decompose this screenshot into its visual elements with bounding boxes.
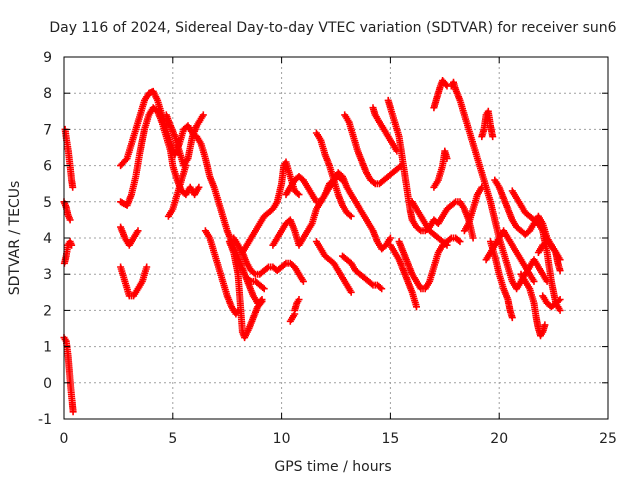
x-tick-label: 10 <box>273 431 291 447</box>
y-tick-label: 4 <box>43 231 52 247</box>
series-s20 <box>312 238 355 296</box>
series-markers <box>430 147 451 191</box>
series-s14 <box>238 158 303 256</box>
series-markers <box>508 187 564 314</box>
y-tick-label: 1 <box>43 340 52 356</box>
series-markers <box>291 296 303 314</box>
y-tick-label: 7 <box>43 122 52 138</box>
y-tick-label: 0 <box>43 376 52 392</box>
series-markers <box>395 234 464 293</box>
series-s15 <box>243 274 268 293</box>
series-s37 <box>508 187 564 314</box>
series-markers <box>408 198 451 249</box>
series-s35 <box>487 238 516 322</box>
series-s30 <box>430 147 451 191</box>
series-markers <box>230 234 307 285</box>
series-s18 <box>291 296 303 314</box>
series-markers <box>282 173 346 206</box>
series-s10 <box>164 162 190 220</box>
series-markers <box>225 238 266 342</box>
series-markers <box>341 111 405 188</box>
tick-layer: 0 5 10 15 20 25 -1 0 1 2 3 4 5 6 7 8 9 <box>38 50 617 447</box>
y-tick-label: 3 <box>43 267 52 283</box>
y-tick-label: 8 <box>43 86 52 102</box>
series-markers <box>312 238 355 296</box>
series-s26 <box>386 241 420 311</box>
series-s28 <box>408 198 451 249</box>
series-s5 <box>117 263 151 300</box>
x-tick-label: 15 <box>381 431 399 447</box>
series-markers <box>534 238 564 275</box>
series-s22 <box>339 252 386 293</box>
series-s13 <box>230 234 307 285</box>
series-markers <box>430 77 451 112</box>
series-markers <box>286 310 299 325</box>
series-markers <box>117 223 142 249</box>
y-tick-label: 2 <box>43 303 52 319</box>
x-axis-label: GPS time / hours <box>274 459 391 475</box>
series-markers <box>539 292 564 311</box>
series-s40 <box>539 292 564 311</box>
series-s6 <box>117 223 142 249</box>
series-s11 <box>201 227 242 318</box>
grid-layer <box>64 57 608 419</box>
y-tick-label: -1 <box>38 412 52 428</box>
series-s8 <box>117 87 266 307</box>
series-markers <box>60 238 76 267</box>
y-tick-label: 9 <box>43 50 52 66</box>
series-markers <box>339 252 386 293</box>
series-markers <box>238 158 303 256</box>
x-tick-label: 5 <box>168 431 177 447</box>
series-s32 <box>460 183 486 235</box>
series-markers <box>117 87 266 307</box>
series-s9 <box>162 111 207 170</box>
series-s27 <box>395 234 464 293</box>
series-markers <box>369 104 401 155</box>
x-tick-label: 25 <box>599 431 617 447</box>
series-s12 <box>225 238 266 342</box>
series-markers <box>384 96 477 242</box>
series-s2 <box>60 238 76 267</box>
x-tick-label: 20 <box>490 431 508 447</box>
series-s38 <box>517 270 549 340</box>
chart-title: Day 116 of 2024, Sidereal Day-to-day VTE… <box>49 20 616 36</box>
series-markers <box>386 241 420 311</box>
series-s33 <box>478 107 497 141</box>
series-s23 <box>341 111 405 188</box>
series-markers <box>487 238 516 322</box>
series-markers <box>164 162 190 220</box>
series-markers <box>517 270 549 340</box>
series-markers <box>117 263 151 300</box>
series-s29 <box>430 77 451 112</box>
series-s19 <box>282 173 346 206</box>
y-axis-label: SDTVAR / TECUs <box>7 181 23 296</box>
series-markers <box>312 129 355 220</box>
series-markers <box>447 78 551 293</box>
series-markers <box>201 227 242 318</box>
series-s25 <box>384 96 477 242</box>
series-s39 <box>534 238 564 275</box>
series-markers <box>460 183 486 235</box>
series-markers <box>478 107 497 141</box>
data-layer <box>60 77 564 416</box>
x-tick-label: 0 <box>60 431 69 447</box>
series-s21 <box>312 129 355 220</box>
y-tick-label: 6 <box>43 159 52 175</box>
series-markers <box>162 111 207 170</box>
series-markers <box>243 274 268 293</box>
series-s17 <box>286 310 299 325</box>
y-tick-label: 5 <box>43 195 52 211</box>
series-s31 <box>447 78 551 293</box>
series-s24 <box>369 104 401 155</box>
